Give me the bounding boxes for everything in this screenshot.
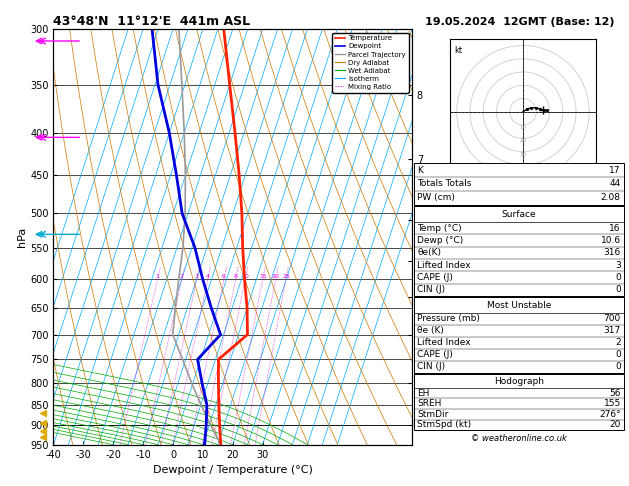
Text: StmDir: StmDir	[417, 410, 448, 419]
Text: 43°48'N  11°12'E  441m ASL: 43°48'N 11°12'E 441m ASL	[53, 15, 250, 28]
Text: θe(K): θe(K)	[417, 248, 441, 258]
Text: Mixing Ratio (g/kg): Mixing Ratio (g/kg)	[416, 225, 425, 310]
Text: Lifted Index: Lifted Index	[417, 260, 470, 270]
Text: 10: 10	[520, 125, 526, 130]
Text: 6: 6	[222, 274, 226, 279]
Text: PW (cm): PW (cm)	[417, 193, 455, 202]
Text: 2.08: 2.08	[601, 193, 621, 202]
Text: 8: 8	[234, 274, 238, 279]
Text: 20: 20	[272, 274, 280, 279]
Text: 700: 700	[604, 314, 621, 324]
Text: CAPE (J): CAPE (J)	[417, 350, 453, 359]
Text: Most Unstable: Most Unstable	[487, 301, 551, 310]
Text: 155: 155	[604, 399, 621, 408]
Text: 50: 50	[520, 178, 526, 183]
Text: 20: 20	[520, 139, 526, 143]
Text: 0: 0	[615, 350, 621, 359]
Text: 10: 10	[242, 274, 249, 279]
X-axis label: Dewpoint / Temperature (°C): Dewpoint / Temperature (°C)	[153, 465, 313, 475]
Text: 44: 44	[610, 179, 621, 189]
Text: 4: 4	[206, 274, 210, 279]
Legend: Temperature, Dewpoint, Parcel Trajectory, Dry Adiabat, Wet Adiabat, Isotherm, Mi: Temperature, Dewpoint, Parcel Trajectory…	[332, 33, 408, 93]
Text: 276°: 276°	[599, 410, 621, 419]
Text: 316: 316	[604, 248, 621, 258]
Text: Totals Totals: Totals Totals	[417, 179, 471, 189]
Text: 2: 2	[180, 274, 184, 279]
Text: 20: 20	[610, 420, 621, 429]
Text: 25: 25	[282, 274, 290, 279]
Text: K: K	[417, 166, 423, 174]
Text: 317: 317	[604, 327, 621, 335]
Text: 17: 17	[610, 166, 621, 174]
Text: kt: kt	[454, 46, 462, 54]
Text: CAPE (J): CAPE (J)	[417, 273, 453, 282]
Text: 1: 1	[156, 274, 160, 279]
Text: 15: 15	[259, 274, 267, 279]
Text: CIN (J): CIN (J)	[417, 285, 445, 295]
Text: 10.6: 10.6	[601, 236, 621, 245]
Text: 0: 0	[615, 285, 621, 295]
Text: EH: EH	[417, 389, 430, 398]
Text: Surface: Surface	[501, 209, 537, 219]
Text: 3: 3	[615, 260, 621, 270]
Text: © weatheronline.co.uk: © weatheronline.co.uk	[471, 434, 567, 443]
Text: 0: 0	[615, 273, 621, 282]
Text: SREH: SREH	[417, 399, 442, 408]
Text: Hodograph: Hodograph	[494, 377, 544, 385]
Text: Lifted Index: Lifted Index	[417, 338, 470, 347]
Text: LCL: LCL	[412, 421, 427, 430]
Text: 56: 56	[610, 389, 621, 398]
Text: θe (K): θe (K)	[417, 327, 444, 335]
Text: Pressure (mb): Pressure (mb)	[417, 314, 480, 324]
Text: 19.05.2024  12GMT (Base: 12): 19.05.2024 12GMT (Base: 12)	[425, 17, 615, 27]
Text: Dewp (°C): Dewp (°C)	[417, 236, 464, 245]
Text: 0: 0	[615, 362, 621, 371]
Text: StmSpd (kt): StmSpd (kt)	[417, 420, 471, 429]
Text: CIN (J): CIN (J)	[417, 362, 445, 371]
Y-axis label: hPa: hPa	[17, 227, 27, 247]
Text: 40: 40	[520, 165, 526, 170]
Y-axis label: km
ASL: km ASL	[428, 215, 446, 237]
Text: 30: 30	[520, 152, 526, 156]
Text: 3: 3	[195, 274, 199, 279]
Text: 16: 16	[610, 224, 621, 233]
Text: 2: 2	[615, 338, 621, 347]
Text: Temp (°C): Temp (°C)	[417, 224, 462, 233]
